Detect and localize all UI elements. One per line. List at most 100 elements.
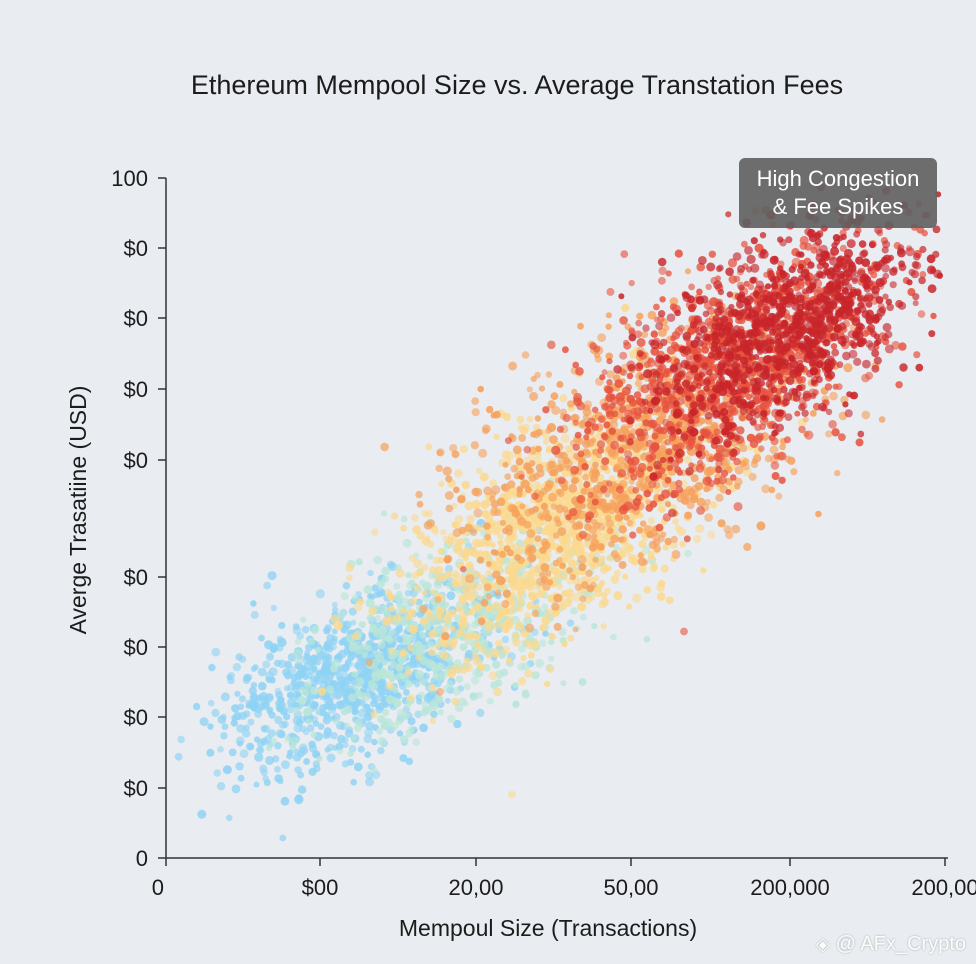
data-point-extreme (851, 277, 859, 285)
data-point-mid (650, 562, 658, 570)
data-point-extreme (717, 264, 724, 272)
data-point-high (583, 434, 590, 441)
data-point-mid-high (499, 550, 507, 559)
data-point-low-mid (363, 585, 373, 594)
data-point-mid (530, 639, 540, 649)
data-point-mid (558, 602, 567, 611)
data-point-high (606, 379, 613, 386)
data-point-mid (429, 684, 436, 691)
data-point-mid (504, 576, 511, 583)
data-point-mid (493, 687, 502, 697)
data-point-low (269, 643, 279, 653)
data-point-low (404, 589, 412, 597)
data-point-mid-high (665, 501, 671, 508)
data-point-high (664, 476, 672, 484)
data-point-high (815, 286, 823, 294)
data-point-low (280, 796, 290, 806)
data-point-high (572, 361, 580, 369)
data-point-mid (409, 596, 418, 605)
data-point-low (313, 764, 321, 773)
data-point-mid-high (502, 461, 509, 468)
data-point-low (363, 712, 373, 722)
data-point-high (646, 465, 654, 472)
data-point-mid (449, 625, 456, 632)
data-point-mid (476, 467, 483, 474)
data-point-low (247, 743, 255, 751)
data-point-mid-high (685, 511, 692, 519)
data-point-low-mid (462, 700, 469, 707)
data-point-mid (458, 593, 467, 601)
data-point-extreme (636, 350, 644, 357)
data-point-mid-high (861, 410, 871, 420)
data-point-mid (413, 558, 423, 569)
data-point-high (574, 431, 582, 439)
data-point-low (206, 748, 215, 757)
data-point-mid-high (494, 589, 502, 597)
data-point-low (292, 683, 301, 693)
data-point-extreme (695, 382, 702, 389)
data-point-mid-high (540, 502, 549, 510)
data-point-mid-high (636, 444, 643, 451)
data-point-high (584, 516, 592, 523)
data-point-mid-high (504, 473, 512, 480)
data-point-low (281, 760, 290, 769)
data-point-mid (426, 540, 435, 548)
data-point-low-mid (344, 722, 351, 730)
data-point-high (599, 374, 606, 381)
data-point-low-mid (395, 663, 404, 672)
data-point-mid-high (555, 520, 563, 527)
data-point-mid-high (597, 333, 606, 342)
data-point-low (226, 674, 233, 681)
data-point-mid-high (520, 479, 530, 489)
data-point-extreme (889, 267, 898, 276)
data-point-mid (556, 583, 563, 590)
data-point-high (733, 275, 741, 283)
data-point-low (243, 724, 250, 731)
data-point-high (648, 453, 657, 461)
data-point-low-mid (470, 676, 480, 685)
data-point-mid (707, 530, 716, 539)
data-point-low-mid (404, 680, 413, 688)
data-point-extreme (655, 322, 664, 330)
data-point-mid-high (809, 410, 817, 417)
data-point-high (603, 421, 611, 429)
data-point-mid (485, 570, 492, 577)
data-point-low (377, 746, 385, 755)
data-point-mid-high (507, 503, 517, 513)
data-point-low-mid (521, 690, 530, 699)
data-point-low-mid (439, 671, 448, 680)
data-point-high (578, 530, 588, 539)
data-point-low (343, 677, 352, 686)
data-point-extreme (734, 293, 742, 300)
data-point-high (701, 346, 710, 354)
data-point-extreme (744, 246, 753, 255)
data-point-low (239, 749, 249, 759)
data-point-mid-high (545, 371, 553, 378)
data-point-low-mid (405, 572, 412, 579)
data-point-mid (419, 617, 428, 626)
data-point-mid (459, 666, 468, 674)
data-point-low-mid (538, 639, 547, 648)
data-point-low (220, 713, 227, 720)
data-point-extreme (689, 321, 698, 329)
data-point-low-mid (310, 625, 320, 635)
data-point-mid-high (525, 623, 535, 633)
data-point-low (419, 723, 428, 733)
data-point-mid (638, 540, 647, 549)
data-point-low (207, 699, 215, 707)
data-point-low (250, 682, 258, 689)
data-point-low (254, 736, 261, 743)
data-point-mid-high (613, 554, 622, 563)
data-point-mid-high (734, 483, 741, 490)
data-point-mid-high (563, 459, 573, 469)
data-point-high (688, 283, 695, 291)
data-point-mid (561, 536, 572, 546)
data-point-high (557, 476, 566, 485)
data-point-mid (680, 479, 688, 487)
data-point-extreme (680, 433, 689, 442)
data-point-low-mid (613, 543, 620, 551)
data-point-low (310, 700, 318, 709)
data-point-mid (461, 480, 470, 490)
data-point-low (260, 725, 268, 733)
data-point-extreme (720, 408, 729, 417)
